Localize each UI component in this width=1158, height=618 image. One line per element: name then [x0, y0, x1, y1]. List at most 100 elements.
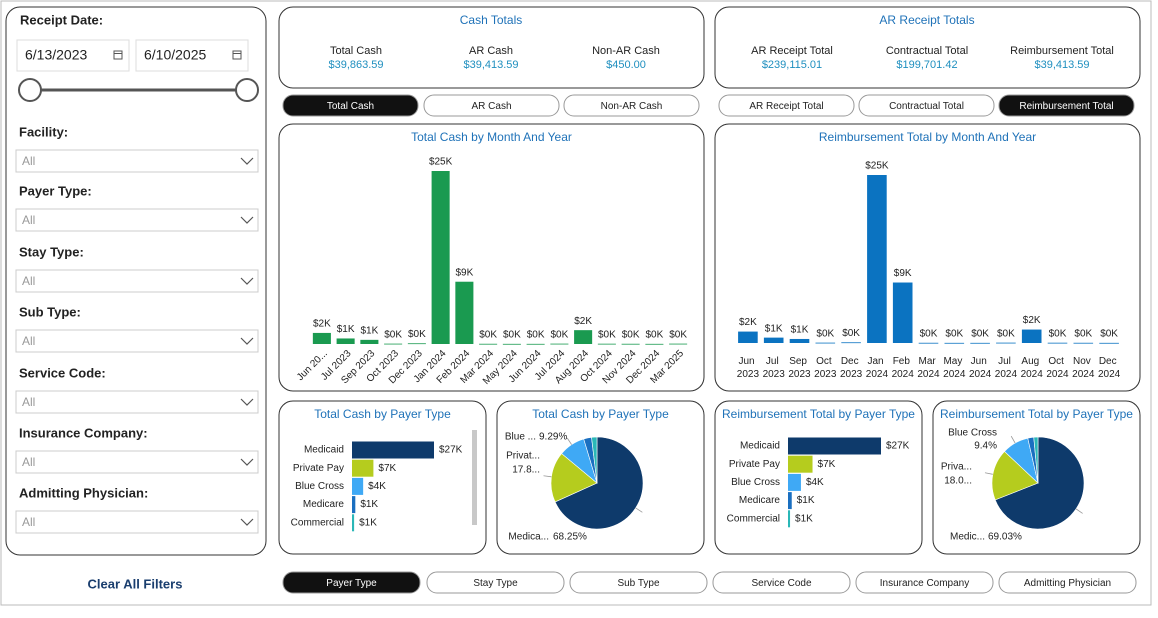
- data-label: $0K: [1100, 329, 1118, 340]
- data-label: $0K: [1049, 328, 1067, 339]
- bar: [479, 343, 498, 345]
- bar: [431, 171, 450, 344]
- dropdown[interactable]: [15, 149, 259, 173]
- filter-label: Admitting Physician:: [19, 485, 148, 500]
- data-label: $0K: [503, 330, 521, 341]
- data-label: $7K: [378, 463, 396, 474]
- tab[interactable]: [426, 571, 565, 594]
- dropdown[interactable]: [15, 208, 259, 232]
- data-label: $0K: [971, 329, 989, 340]
- filter-label: Payer Type:: [19, 183, 92, 198]
- filter-label: Service Code:: [19, 365, 106, 380]
- y-tick-label: Medicaid: [304, 445, 344, 456]
- calendar-icon: [113, 50, 123, 60]
- dropdown[interactable]: [15, 390, 259, 414]
- bar: [892, 282, 913, 343]
- bar: [1047, 342, 1068, 344]
- slice-label: Priva...: [941, 462, 972, 473]
- filter-label: Receipt Date:: [20, 12, 103, 27]
- data-label: $2K: [1023, 315, 1041, 326]
- tab-label: Reimbursement Total: [1019, 101, 1113, 112]
- dropdown[interactable]: [15, 269, 259, 293]
- kpi-label: AR Cash: [469, 45, 513, 57]
- y-tick-label: Private Pay: [729, 459, 780, 470]
- bar: [669, 343, 688, 345]
- slice-value: 9.4%: [974, 441, 997, 452]
- data-label: $0K: [527, 330, 545, 341]
- filter-label: Sub Type:: [19, 304, 81, 319]
- data-label: $9K: [455, 267, 473, 278]
- bar: [788, 492, 792, 510]
- tab[interactable]: [855, 571, 994, 594]
- pie-slice: [591, 436, 598, 484]
- tab[interactable]: [423, 94, 560, 117]
- slider-handle[interactable]: [18, 78, 42, 102]
- bar: [788, 455, 813, 473]
- data-label: $0K: [920, 328, 938, 339]
- data-label: $1K: [360, 499, 378, 510]
- data-label: $0K: [816, 328, 834, 339]
- dropdown-value: All: [22, 154, 35, 168]
- tab[interactable]: [718, 94, 855, 117]
- tab-label: AR Cash: [471, 101, 511, 112]
- bar: [526, 343, 545, 345]
- slice-label: Medica...: [508, 532, 549, 543]
- tab-label: Sub Type: [617, 578, 660, 589]
- slider-handle[interactable]: [235, 78, 259, 102]
- chevron: [240, 518, 254, 526]
- tab-label: Insurance Company: [880, 578, 970, 589]
- bar: [763, 337, 784, 343]
- slice-value: 9.29%: [539, 432, 567, 443]
- x-tick-label: Dec 2023: [840, 356, 863, 380]
- chart-title: Reimbursement Total by Payer Type: [722, 407, 915, 421]
- tab[interactable]: [282, 94, 419, 117]
- data-label: $1K: [791, 325, 809, 336]
- bar: [970, 342, 990, 344]
- tab[interactable]: [858, 94, 995, 117]
- data-label: $0K: [550, 329, 568, 340]
- bar: [455, 281, 474, 344]
- data-label: $4K: [806, 477, 824, 488]
- slice-label: Medic...: [950, 532, 985, 543]
- data-label: $0K: [842, 328, 860, 339]
- tab[interactable]: [569, 571, 708, 594]
- tab-label: Payer Type: [326, 578, 377, 589]
- card: [278, 123, 705, 392]
- data-label: $1K: [359, 517, 377, 528]
- kpi-value: $450.00: [606, 59, 646, 71]
- x-tick-label: Oct 2023: [814, 356, 837, 380]
- tab-label: Total Cash: [327, 101, 374, 112]
- data-label: $2K: [313, 319, 331, 330]
- pie-slice: [991, 451, 1039, 501]
- x-tick-label: Jun 2024: [969, 356, 992, 380]
- data-label: $25K: [865, 161, 889, 172]
- bar: [996, 342, 1016, 344]
- y-tick-label: Blue Cross: [731, 477, 780, 488]
- tab[interactable]: [282, 571, 421, 594]
- bar: [407, 343, 426, 345]
- chart-title: Total Cash by Payer Type: [532, 407, 669, 421]
- tab[interactable]: [712, 571, 851, 594]
- tab[interactable]: [998, 571, 1137, 594]
- dropdown[interactable]: [15, 450, 259, 474]
- dropdown[interactable]: [15, 510, 259, 534]
- clear-filters[interactable]: Clear All Filters: [88, 576, 183, 591]
- leader-line: [1075, 508, 1083, 514]
- tab[interactable]: [563, 94, 700, 117]
- x-tick-label: Jan 2024: [866, 356, 889, 380]
- date-input[interactable]: [135, 39, 249, 72]
- dropdown-value: All: [22, 395, 35, 409]
- kpi-label: AR Receipt Total: [751, 45, 833, 57]
- date-input[interactable]: [16, 39, 130, 72]
- y-tick-label: Medicare: [739, 495, 781, 506]
- tab[interactable]: [998, 94, 1135, 117]
- filter-label: Stay Type:: [19, 244, 84, 259]
- scrollbar: [472, 430, 477, 525]
- dropdown-value: All: [22, 455, 35, 469]
- data-label: $0K: [945, 329, 963, 340]
- filter-label: Facility:: [19, 124, 68, 139]
- slice-value: 18.0...: [944, 476, 972, 487]
- dropdown[interactable]: [15, 329, 259, 353]
